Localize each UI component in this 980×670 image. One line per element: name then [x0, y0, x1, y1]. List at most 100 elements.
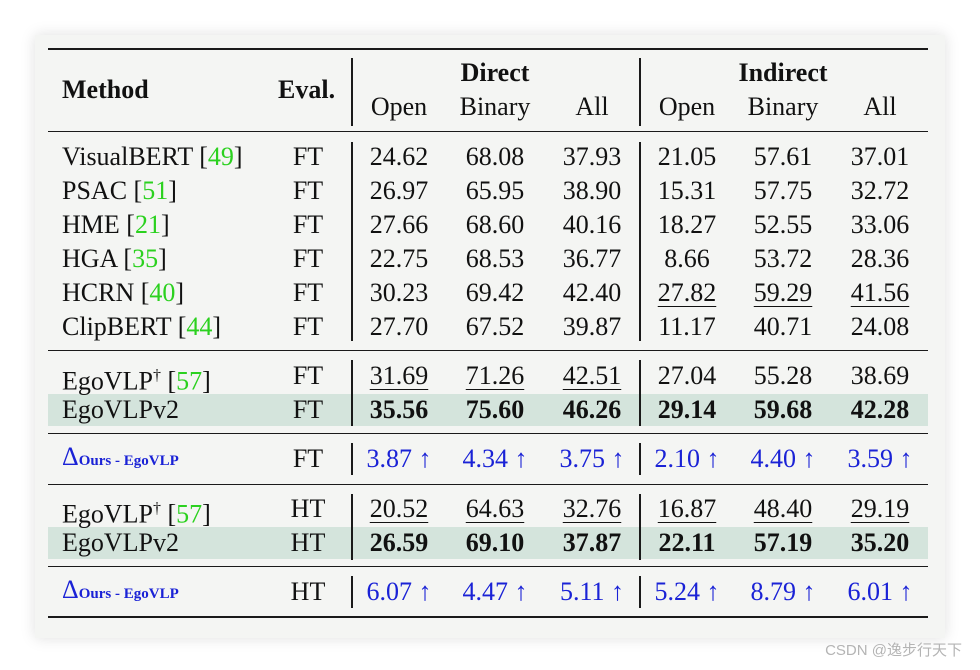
header-indirect: Indirect	[738, 58, 828, 87]
delta-cell: 2.10 ↑	[654, 444, 720, 473]
row-method-hme: HME [21]	[62, 210, 170, 239]
cell: 21.05	[657, 142, 717, 171]
highlight-row-ht	[48, 527, 928, 559]
cell: 37.01	[850, 142, 910, 171]
header-direct-open: Open	[370, 92, 428, 121]
group-rule-3	[48, 484, 928, 486]
row-method-hcrn: HCRN [40]	[62, 278, 185, 307]
cell-best: 59.68	[753, 395, 813, 424]
header-rule	[48, 131, 928, 133]
cell-best: 46.26	[562, 395, 622, 424]
cell: 27.04	[657, 361, 717, 390]
citation-link[interactable]: 40	[149, 278, 176, 307]
cell: 33.06	[850, 210, 910, 239]
group-rule-1	[48, 350, 928, 352]
delta-cell: 4.47 ↑	[462, 577, 528, 606]
vrule-indirect-header	[639, 58, 641, 126]
row-eval: FT	[292, 361, 324, 390]
header-direct-all: All	[575, 92, 609, 121]
header-direct-binary: Binary	[459, 92, 531, 121]
cell: 42.40	[562, 278, 622, 307]
row-method-visualbert: VisualBERT [49]	[62, 142, 243, 171]
row-eval: HT	[290, 528, 326, 557]
cell: 57.61	[753, 142, 813, 171]
cell: 24.08	[850, 312, 910, 341]
header-eval: Eval.	[278, 75, 336, 104]
cell: 32.72	[850, 176, 910, 205]
cell-second-best: 48.40	[753, 494, 813, 523]
row-method-clipbert: ClipBERT [44]	[62, 312, 222, 341]
dagger-mark: †	[153, 500, 161, 517]
cell-best: 37.87	[562, 528, 622, 557]
vrule-direct-body-1	[351, 142, 353, 341]
cell: 11.17	[658, 312, 716, 341]
citation-link[interactable]: 35	[132, 244, 159, 273]
dagger-mark: †	[153, 367, 161, 384]
vrule-direct-header	[351, 58, 353, 126]
cell: 57.75	[753, 176, 813, 205]
delta-symbol: Δ	[62, 575, 79, 604]
row-method-hga: HGA [35]	[62, 244, 167, 273]
citation-link[interactable]: 57	[176, 366, 203, 396]
row-eval: HT	[290, 494, 326, 523]
cell: 69.42	[465, 278, 525, 307]
cell: 24.62	[369, 142, 429, 171]
group-rule-4	[48, 566, 928, 568]
vrule-direct-body-5	[351, 576, 353, 608]
row-eval: FT	[292, 312, 324, 341]
delta-cell: 3.59 ↑	[847, 444, 913, 473]
delta-cell: 8.79 ↑	[750, 577, 816, 606]
top-rule	[48, 48, 928, 51]
citation-link[interactable]: 21	[134, 210, 161, 239]
cell-best: 35.20	[850, 528, 910, 557]
header-indirect-binary: Binary	[747, 92, 819, 121]
vrule-indirect-body-3	[639, 443, 641, 475]
row-method-egovlp-ht: EgoVLP† [57]	[62, 499, 211, 529]
watermark: CSDN @逸步行天下	[825, 642, 962, 659]
row-method-egovlpv2-ft: EgoVLPv2	[62, 395, 179, 424]
cell-second-best: 42.51	[562, 361, 622, 390]
row-eval: HT	[290, 577, 326, 606]
row-eval: FT	[292, 244, 324, 273]
cell-second-best: 31.69	[369, 361, 429, 390]
delta-subscript: Ours - EgoVLP	[78, 453, 179, 469]
cell-second-best: 71.26	[465, 361, 525, 390]
cell-best: 69.10	[465, 528, 525, 557]
cell: 8.66	[664, 244, 710, 273]
cell: 38.90	[562, 176, 622, 205]
cell: 68.53	[465, 244, 525, 273]
header-direct: Direct	[460, 58, 530, 87]
vrule-direct-body-4	[351, 494, 353, 560]
cell: 15.31	[657, 176, 717, 205]
cell: 40.71	[753, 312, 813, 341]
cell: 37.93	[562, 142, 622, 171]
cell: 53.72	[753, 244, 813, 273]
cell: 40.16	[562, 210, 622, 239]
cell: 28.36	[850, 244, 910, 273]
delta-cell: 3.87 ↑	[366, 444, 432, 473]
delta-symbol: Δ	[62, 442, 79, 471]
highlight-row-ft	[48, 394, 928, 426]
cell-second-best: 32.76	[562, 494, 622, 523]
cell-best: 57.19	[753, 528, 813, 557]
citation-link[interactable]: 57	[176, 499, 203, 529]
cell-best: 29.14	[657, 395, 717, 424]
citation-link[interactable]: 44	[186, 312, 213, 341]
delta-label-ht: ΔOurs - EgoVLP	[62, 575, 179, 605]
cell: 26.97	[369, 176, 429, 205]
citation-link[interactable]: 49	[207, 142, 234, 171]
cell-second-best: 27.82	[657, 278, 717, 307]
cell-best: 22.11	[658, 528, 716, 557]
row-method-psac: PSAC [51]	[62, 176, 177, 205]
cell: 27.66	[369, 210, 429, 239]
cell: 18.27	[657, 210, 717, 239]
cell-best: 26.59	[369, 528, 429, 557]
delta-cell: 4.40 ↑	[750, 444, 816, 473]
row-method-egovlpv2-ht: EgoVLPv2	[62, 528, 179, 557]
cell: 67.52	[465, 312, 525, 341]
delta-cell: 5.24 ↑	[654, 577, 720, 606]
vrule-direct-body-2	[351, 360, 353, 426]
citation-link[interactable]: 51	[142, 176, 169, 205]
row-eval: FT	[292, 278, 324, 307]
cell: 68.60	[465, 210, 525, 239]
